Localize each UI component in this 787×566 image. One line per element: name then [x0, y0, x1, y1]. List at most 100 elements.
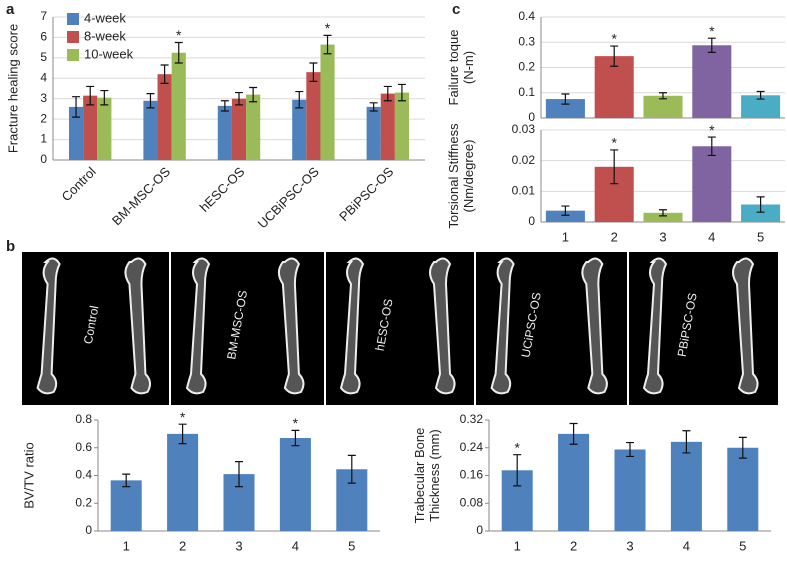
y-axis-label: Thickness (mm) [427, 429, 442, 521]
bar [643, 95, 683, 118]
y-axis-label: Fracture healing score [5, 24, 20, 153]
x-tick-label: 4 [292, 538, 299, 553]
error-bar [249, 86, 258, 103]
annotation: * [180, 409, 186, 425]
bar [110, 480, 142, 531]
error-bar [569, 422, 578, 445]
y-tick-label: 0.32 [460, 412, 484, 426]
x-tick-label: hESC-OS [197, 164, 248, 215]
bar [670, 441, 702, 531]
y-tick-label: 0 [476, 523, 483, 537]
bar [279, 438, 311, 531]
y-tick-label: 0.03 [512, 122, 536, 136]
bar [545, 99, 585, 118]
bone [732, 257, 759, 395]
x-tick-label: BM-MSC-OS [109, 164, 173, 228]
y-axis-label: Trabecular Bone [412, 428, 427, 524]
error-bar [707, 37, 716, 53]
bar [558, 433, 590, 531]
bar [157, 74, 172, 160]
error-bar [369, 102, 378, 112]
y-axis-label: Failure toque [446, 30, 461, 106]
x-tick-label: 4 [683, 538, 690, 553]
error-bar [397, 83, 406, 102]
bar [171, 52, 186, 160]
error-bar [659, 92, 667, 100]
error-bar [235, 461, 243, 488]
bar [643, 212, 683, 222]
bar [741, 95, 781, 118]
y-tick-label: 6 [40, 30, 47, 44]
error-bar [561, 93, 570, 105]
error-bar [738, 436, 747, 459]
error-bar [610, 45, 619, 67]
annotation: * [709, 23, 715, 39]
y-tick-label: 2 [40, 111, 47, 125]
y-tick-label: 0.16 [460, 468, 484, 482]
bone [490, 257, 515, 395]
y-axis-label: (Nm/degree) [461, 140, 476, 213]
legend-swatch [67, 49, 79, 61]
x-tick-label: 5 [348, 538, 355, 553]
error-bar [100, 89, 109, 106]
y-tick-label: 0.2 [75, 495, 92, 509]
error-bar [707, 136, 716, 157]
y-tick-label: 4 [40, 70, 47, 84]
x-tick-label: 5 [739, 538, 746, 553]
x-tick-label: 1 [123, 538, 130, 553]
y-tick-label: 1 [40, 132, 47, 146]
bar [231, 98, 247, 160]
y-tick-label: 0.08 [460, 495, 484, 509]
y-tick-label: 0.24 [460, 440, 484, 454]
bar [292, 99, 307, 160]
legend-label: 8-week [84, 28, 126, 43]
error-bar [220, 100, 229, 112]
bar [320, 44, 335, 161]
x-tick-label: 2 [179, 538, 186, 553]
legend-label: 10-week [84, 46, 134, 61]
y-tick-label: 0.2 [518, 60, 535, 74]
annotation: * [325, 20, 331, 36]
panel-label: c [452, 1, 460, 18]
y-axis-label: BV/TV ratio [21, 442, 36, 508]
x-tick-label: 4 [708, 229, 715, 244]
x-tick-label: 3 [626, 538, 633, 553]
bar [217, 105, 232, 160]
y-tick-label: 0.02 [512, 153, 536, 167]
y-tick-label: 0.3 [518, 34, 535, 48]
y-axis-label: (N-m) [461, 51, 476, 84]
image-label: Control [81, 305, 102, 346]
bone [124, 257, 151, 395]
error-bar [682, 430, 691, 454]
bar [394, 92, 410, 160]
error-bar [122, 473, 131, 488]
x-tick-label: 2 [570, 538, 577, 553]
x-tick-label: UCBiPSC-OS [255, 164, 323, 232]
bar [83, 95, 98, 160]
x-tick-label: PBiPSC-OS [336, 164, 396, 224]
y-tick-label: 0.6 [75, 440, 92, 454]
legend-swatch [67, 31, 79, 43]
y-tick-label: 0 [528, 214, 535, 228]
error-bar [146, 93, 155, 109]
error-bar [160, 64, 169, 84]
error-bar [291, 429, 300, 447]
annotation: * [611, 135, 617, 151]
bar [692, 45, 732, 118]
error-bar [513, 454, 522, 487]
y-tick-label: 0.4 [75, 468, 92, 482]
x-tick-label: Control [59, 164, 99, 204]
bar [545, 210, 585, 222]
bone [339, 257, 365, 395]
y-tick-label: 3 [40, 91, 47, 105]
annotation: * [611, 31, 617, 47]
bar [741, 204, 781, 222]
x-tick-label: 3 [235, 538, 242, 553]
error-bar [756, 90, 765, 100]
y-tick-label: 0.4 [518, 9, 535, 23]
bar [306, 72, 321, 160]
annotation: * [514, 439, 520, 455]
y-tick-label: 0 [40, 152, 47, 166]
panel-label: a [6, 1, 15, 18]
